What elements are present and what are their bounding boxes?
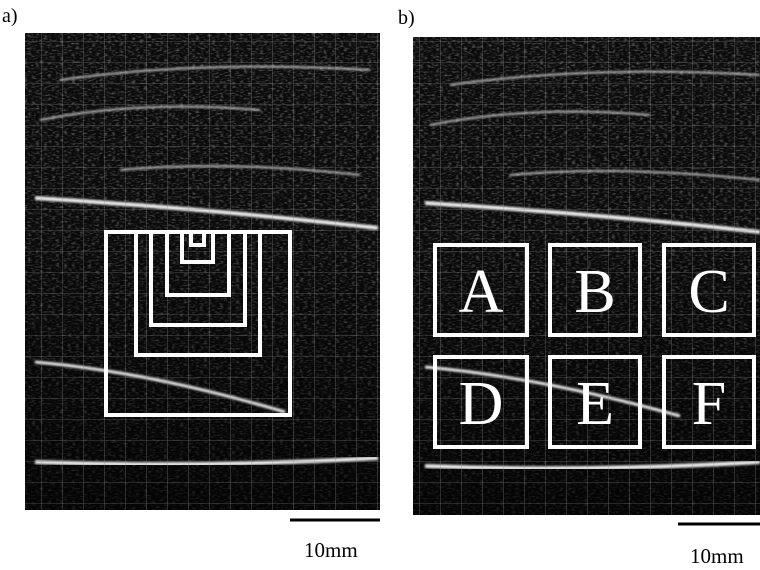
panel-a: a) 10mm (2, 5, 380, 562)
region-box (433, 243, 529, 337)
scale-label: 10mm (304, 538, 358, 562)
roi-box (189, 230, 206, 247)
scale-label: 10mm (690, 544, 744, 568)
region-label: E (576, 370, 614, 438)
region-label: D (459, 370, 504, 438)
region-box (433, 355, 529, 449)
region-label: A (459, 258, 504, 326)
region-label: C (688, 258, 729, 326)
nested-roi (104, 230, 292, 417)
region-box (548, 243, 642, 337)
region-box (548, 355, 642, 449)
grid (413, 37, 760, 515)
panel-b: b) A B C D E F 10mm (398, 7, 760, 568)
region-box (662, 243, 756, 337)
region-label: F (692, 370, 726, 438)
region-label: B (574, 258, 615, 326)
panel-label: a) (2, 5, 18, 27)
region-box (662, 355, 756, 449)
grid (25, 33, 380, 510)
panel-label: b) (398, 7, 415, 29)
region-grid: A B C D E F (433, 243, 756, 449)
